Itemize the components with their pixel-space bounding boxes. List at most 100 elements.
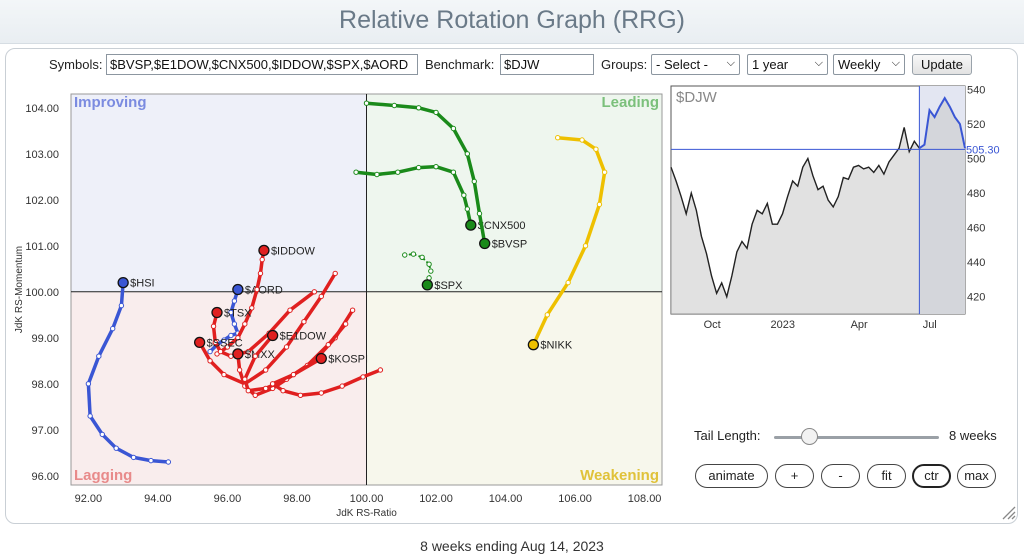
tail-point xyxy=(301,319,307,325)
series-label: $TSX xyxy=(224,308,252,320)
tail-point xyxy=(342,321,349,327)
rrg-chart[interactable]: Improving Leading Lagging Weakening 92.00 94.… xyxy=(0,80,668,520)
resize-handle-icon[interactable] xyxy=(1000,506,1016,520)
head-point xyxy=(232,348,244,360)
tail-point xyxy=(593,146,599,152)
head-point xyxy=(258,244,270,257)
max-button[interactable]: max xyxy=(957,464,996,488)
tail-point xyxy=(596,201,603,208)
symbols-label: Symbols: xyxy=(49,57,103,72)
zoom-in-button[interactable]: + xyxy=(775,464,814,488)
y-axis-label: JdK RS-Momentum xyxy=(14,246,25,333)
benchmark-y-tick: 520 xyxy=(967,119,985,131)
zoom-out-button[interactable]: - xyxy=(821,464,860,488)
tail-point xyxy=(224,344,231,350)
groups-select[interactable]: - Select - ⌵ xyxy=(651,54,740,75)
tail-point xyxy=(395,169,401,175)
x-tick-label: 104.00 xyxy=(489,493,523,505)
y-tick-label: 100.00 xyxy=(25,287,59,299)
tail-length-slider-handle[interactable] xyxy=(801,428,819,445)
x-tick-label: 96.00 xyxy=(214,493,242,505)
chevron-down-icon: ⌵ xyxy=(726,57,735,69)
tail-point xyxy=(318,293,325,300)
benchmark-y-tick: 540 xyxy=(967,84,985,96)
tail-point xyxy=(374,171,380,178)
x-tick-label: 106.00 xyxy=(558,493,592,505)
tail-point xyxy=(339,383,345,389)
tail-point xyxy=(410,251,417,257)
series-label: $KOSPI xyxy=(328,354,368,366)
tail-point xyxy=(87,413,93,419)
y-tick-label: 102.00 xyxy=(25,195,59,207)
benchmark-x-tick: Jul xyxy=(923,319,937,331)
tail-point xyxy=(290,371,297,378)
series-bvsp: $BVSP xyxy=(363,100,527,251)
tail-point xyxy=(257,270,264,277)
series-tsx: $TSX xyxy=(210,289,318,359)
interval-select[interactable]: Weekly ⌵ xyxy=(833,54,905,75)
tail-point xyxy=(242,321,248,327)
benchmark-x-tick: Oct xyxy=(704,319,721,331)
chevron-down-icon: ⌵ xyxy=(891,57,900,69)
tail-point xyxy=(210,323,217,330)
series-label: $E1DOW xyxy=(280,331,327,343)
fit-button[interactable]: fit xyxy=(867,464,906,488)
head-point xyxy=(117,276,129,289)
period-select[interactable]: 1 year ⌵ xyxy=(747,54,828,75)
tail-point xyxy=(415,105,422,111)
tail-length-slider[interactable] xyxy=(774,436,939,439)
series-label: $HSI xyxy=(130,278,154,290)
tail-point xyxy=(221,371,227,378)
tail-length-value: 8 weeks xyxy=(949,428,997,443)
tail-point xyxy=(363,100,370,106)
y-tick-label: 99.00 xyxy=(31,333,59,345)
benchmark-label: Benchmark: xyxy=(425,57,495,72)
quadrant-weakening xyxy=(366,291,662,485)
series-label: $SPX xyxy=(434,280,463,292)
tail-point xyxy=(471,178,477,185)
tail-point xyxy=(217,348,224,355)
tail-point xyxy=(419,254,425,261)
quadrant-leading xyxy=(366,94,662,292)
y-tick-label: 101.00 xyxy=(25,241,59,253)
tail-point xyxy=(207,348,213,355)
tail-point xyxy=(349,307,356,313)
tail-point xyxy=(235,335,241,341)
tail-point xyxy=(353,169,359,175)
series-kospi: $KOSPI xyxy=(269,352,384,398)
tail-point xyxy=(433,163,439,170)
tail-point xyxy=(254,286,260,293)
tail-point xyxy=(269,381,276,387)
series-spx: $SPX xyxy=(402,251,463,292)
x-tick-label: 102.00 xyxy=(419,493,453,505)
tail-point xyxy=(428,268,434,274)
head-point xyxy=(465,219,477,231)
tail-point xyxy=(165,459,172,465)
head-point xyxy=(211,306,223,319)
benchmark-symbol: $DJW xyxy=(676,89,718,106)
center-button[interactable]: ctr xyxy=(912,464,951,488)
series-label: $SSEC xyxy=(207,337,243,349)
update-button[interactable]: Update xyxy=(912,54,972,75)
head-point xyxy=(479,237,491,250)
benchmark-area xyxy=(671,98,965,314)
tail-point xyxy=(433,109,439,116)
tail-point xyxy=(262,385,269,392)
benchmark-chart: $DJW 540 520 500 480 460 440 420 505.30 Oct 2023 Ap… xyxy=(670,84,1000,331)
head-point xyxy=(315,352,327,365)
animate-button[interactable]: animate xyxy=(695,464,768,488)
footer-caption: 8 weeks ending Aug 14, 2023 xyxy=(420,538,604,554)
quadrant-improving xyxy=(71,94,367,292)
benchmark-input[interactable] xyxy=(500,54,594,75)
benchmark-y-tick: 440 xyxy=(967,257,985,269)
interval-select-value: Weekly xyxy=(838,57,881,72)
groups-label: Groups: xyxy=(601,57,648,72)
tail-point xyxy=(450,169,457,175)
tail-point xyxy=(450,125,457,132)
benchmark-line-recent xyxy=(918,96,966,150)
tail-point xyxy=(325,342,331,348)
symbols-input[interactable] xyxy=(106,54,418,75)
tail-point xyxy=(579,137,585,143)
tail-point xyxy=(245,348,252,355)
tail-point xyxy=(297,392,304,398)
